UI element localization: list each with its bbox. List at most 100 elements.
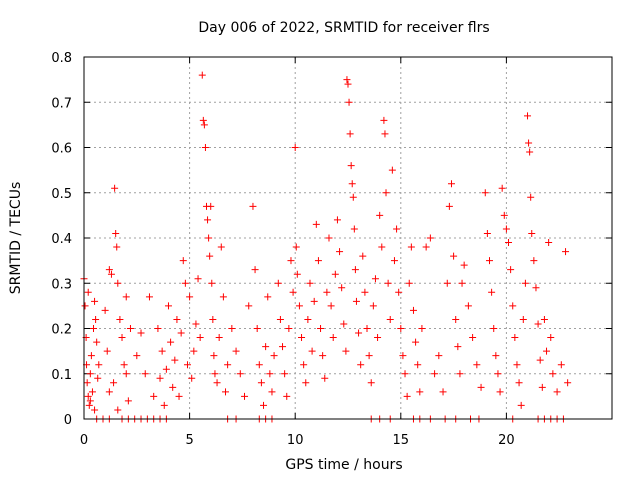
data-point — [217, 243, 225, 251]
data-point — [536, 356, 544, 364]
data-point — [338, 284, 346, 292]
data-point — [93, 338, 101, 346]
grid-lines — [84, 57, 612, 419]
data-point — [285, 325, 293, 332]
y-tick-label: 0.7 — [51, 96, 72, 111]
y-tick-label: 0.8 — [51, 51, 72, 66]
data-point — [114, 406, 122, 414]
data-point — [91, 297, 99, 305]
data-point — [186, 293, 194, 301]
data-point — [409, 306, 417, 314]
data-point — [196, 334, 204, 342]
data-point — [538, 383, 546, 391]
data-point — [416, 388, 424, 396]
data-point — [352, 297, 360, 305]
data-point — [524, 112, 532, 120]
data-point — [253, 325, 261, 332]
y-tick-label: 0.2 — [51, 323, 72, 338]
data-point — [469, 334, 477, 342]
data-point — [549, 370, 557, 378]
data-point — [268, 388, 276, 396]
data-point — [511, 334, 519, 342]
data-point — [171, 356, 179, 364]
data-point — [241, 392, 249, 400]
data-point — [517, 401, 525, 409]
data-point — [107, 270, 115, 278]
data-point — [124, 397, 132, 405]
data-point — [198, 71, 206, 79]
data-point — [210, 352, 218, 360]
data-point — [87, 352, 95, 360]
data-point — [431, 370, 439, 378]
data-point — [111, 184, 119, 192]
data-point — [251, 266, 259, 274]
data-point — [545, 239, 553, 247]
data-point — [101, 306, 109, 314]
data-point — [564, 379, 572, 387]
data-point — [291, 144, 299, 151]
data-point — [395, 288, 403, 296]
data-point — [92, 315, 100, 323]
data-point — [382, 189, 390, 197]
data-point — [120, 361, 128, 369]
y-axis-label: SRMTID / TECUs — [8, 182, 24, 295]
data-point — [209, 315, 217, 323]
x-tick-label: 5 — [185, 433, 193, 448]
data-point — [211, 370, 219, 378]
data-point — [249, 202, 257, 210]
y-tick-label: 0.3 — [51, 277, 72, 292]
data-point — [365, 352, 373, 360]
data-point — [224, 361, 232, 369]
data-point — [345, 98, 353, 106]
data-point — [412, 338, 420, 346]
data-point — [393, 225, 401, 233]
data-point — [378, 243, 386, 251]
data-point — [232, 347, 240, 355]
data-point — [333, 216, 341, 224]
data-point — [205, 234, 213, 242]
data-point — [319, 352, 327, 360]
data-point — [521, 279, 529, 287]
data-point — [105, 388, 113, 396]
data-point — [494, 370, 502, 378]
data-point — [519, 315, 527, 323]
data-point — [418, 325, 426, 332]
data-point — [245, 302, 253, 310]
x-axis-label: GPS time / hours — [285, 457, 402, 473]
data-point — [530, 257, 538, 265]
data-point — [308, 347, 316, 355]
data-point — [464, 302, 472, 310]
data-point — [300, 361, 308, 369]
data-point — [386, 315, 394, 323]
data-point — [167, 338, 175, 346]
data-point — [397, 325, 405, 332]
data-point — [84, 288, 92, 296]
data-point — [422, 243, 430, 251]
data-point — [526, 148, 534, 156]
data-points — [80, 71, 572, 423]
data-point — [528, 229, 536, 237]
x-tick-label: 20 — [498, 433, 515, 448]
data-point — [126, 325, 134, 332]
data-point — [509, 302, 517, 310]
data-point — [105, 266, 113, 274]
data-point — [85, 401, 93, 409]
data-point — [473, 361, 481, 369]
data-point — [490, 325, 498, 332]
data-point — [439, 388, 447, 396]
data-point — [222, 388, 230, 396]
data-point — [321, 374, 329, 382]
data-point — [304, 315, 312, 323]
data-point — [118, 334, 126, 342]
data-point — [270, 352, 278, 360]
data-point — [329, 334, 337, 342]
data-point — [145, 293, 153, 301]
axis-ticks: 0 0.1 0.2 0.3 0.4 0.5 0.6 0.7 0.8 0 5 10 15 20 — [51, 51, 612, 448]
data-point — [219, 293, 227, 301]
data-point — [426, 234, 434, 242]
data-point — [122, 293, 130, 301]
data-point — [351, 266, 359, 274]
data-point — [306, 279, 314, 287]
data-point — [447, 180, 455, 188]
data-point — [192, 320, 200, 328]
